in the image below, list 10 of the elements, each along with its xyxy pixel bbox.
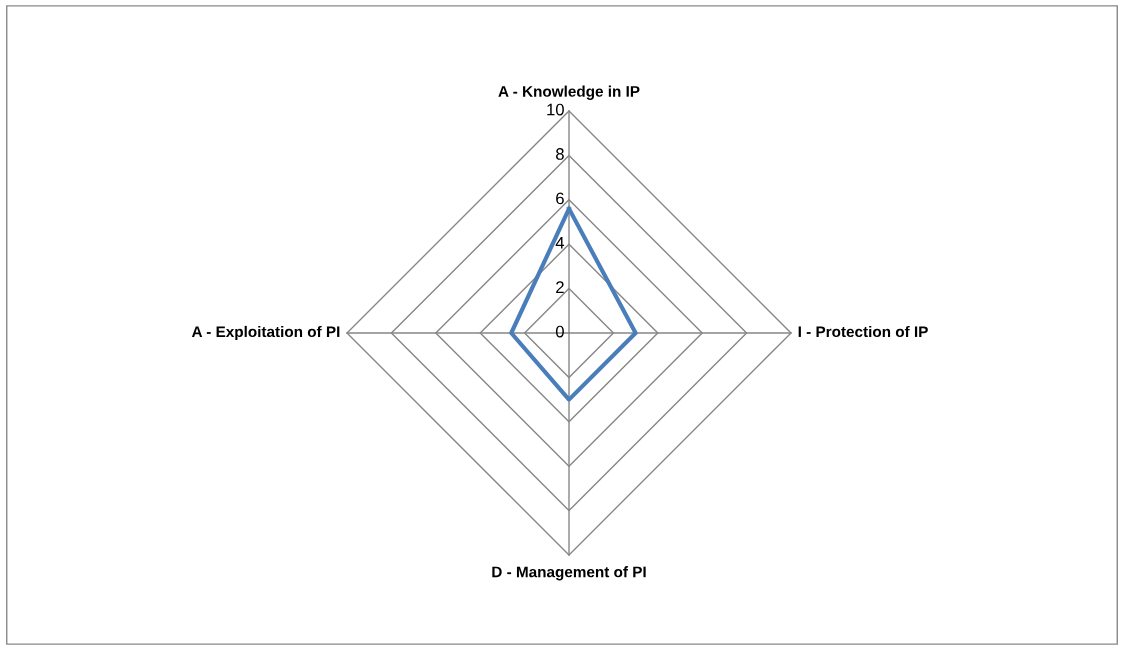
y-tick-label: 4 xyxy=(555,237,565,249)
y-tick-label: 6 xyxy=(556,192,564,205)
y-tick-label: 0 xyxy=(555,325,564,338)
y-tick-label: 10 xyxy=(547,103,564,116)
y-tick-label: 8 xyxy=(556,148,564,160)
spoke-label: I - Protection of IP xyxy=(798,325,928,338)
spoke-label: D - Management of PI xyxy=(492,566,646,581)
y-tick-label: 2 xyxy=(556,281,564,293)
spoke-label: A - Exploitation of PI xyxy=(191,325,340,341)
spoke-label: A - Knowledge in IP xyxy=(498,85,640,100)
